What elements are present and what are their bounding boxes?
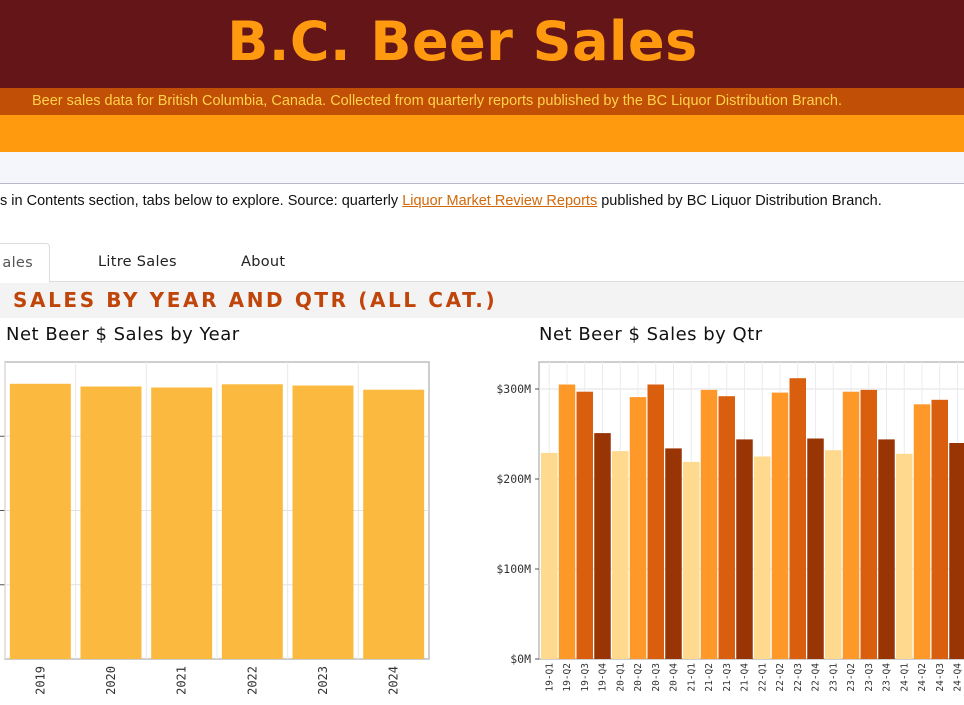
- qtr-y-tick-label: $300M: [496, 382, 531, 396]
- qtr-x-tick-label: 20-Q2: [633, 663, 644, 692]
- qtr-bar-22-Q2: [771, 392, 789, 659]
- qtr-x-tick-label: 23-Q2: [846, 663, 857, 692]
- liquor-market-review-link[interactable]: Liquor Market Review Reports: [402, 193, 598, 209]
- qtr-x-tick-label: 19-Q1: [544, 663, 555, 692]
- year-x-tick-label: 2019: [33, 666, 47, 695]
- year-x-tick-label: 2022: [245, 666, 259, 695]
- qtr-x-tick-label: 23-Q4: [882, 663, 893, 692]
- qtr-bar-21-Q2: [700, 389, 718, 659]
- year-chart-title: Net Beer $ Sales by Year: [6, 324, 240, 345]
- qtr-x-tick-label: 21-Q3: [722, 663, 733, 692]
- qtr-x-tick-label: 21-Q2: [704, 663, 715, 692]
- year-bar-2022: [221, 384, 283, 659]
- year-bar-2021: [151, 387, 213, 659]
- qtr-chart: $0M $100M $200M $300M 19-Q1 19-Q2 19-Q3 19-Q4 20…: [496, 361, 964, 692]
- tab-about-label: About: [241, 254, 286, 270]
- year-bar-2023: [292, 385, 354, 659]
- section-title: SALES BY YEAR AND QTR (ALL CAT.): [13, 288, 498, 312]
- qtr-x-tick-label: 22-Q2: [775, 663, 786, 692]
- qtr-bar-19-Q4: [594, 433, 611, 659]
- qtr-x-tick-label: 22-Q1: [757, 663, 768, 692]
- tab-sales-label: ales: [2, 255, 33, 271]
- qtr-bar-24-Q4: [949, 443, 964, 659]
- qtr-x-tick-label: 19-Q4: [598, 663, 609, 692]
- year-x-tick-label: 2023: [316, 666, 330, 695]
- qtr-bar-23-Q4: [878, 439, 895, 659]
- qtr-bar-22-Q1: [754, 456, 771, 659]
- qtr-bar-21-Q4: [736, 439, 753, 659]
- tabs-divider: [0, 281, 964, 282]
- section-header: SALES BY YEAR AND QTR (ALL CAT.): [0, 282, 964, 318]
- qtr-y-tick-label: $0M: [510, 652, 531, 666]
- qtr-bar-19-Q3: [576, 391, 593, 659]
- qtr-x-tick-label: 22-Q3: [793, 663, 804, 692]
- qtr-bar-22-Q3: [789, 378, 806, 659]
- qtr-x-tick-label: 24-Q1: [899, 663, 910, 692]
- year-bar-2024: [363, 389, 425, 659]
- qtr-x-tick-label: 23-Q3: [864, 663, 875, 692]
- qtr-x-tick-label: 24-Q2: [917, 663, 928, 692]
- qtr-bar-19-Q2: [558, 384, 576, 659]
- orange-band: [0, 115, 964, 152]
- qtr-chart-title: Net Beer $ Sales by Qtr: [539, 324, 763, 345]
- tab-sales[interactable]: ales: [0, 243, 50, 283]
- qtr-x-tick-label: 21-Q1: [686, 663, 697, 692]
- qtr-y-tick-label: $200M: [496, 472, 531, 486]
- year-x-tick-label: 2021: [175, 666, 189, 695]
- qtr-bar-19-Q1: [541, 452, 558, 659]
- qtr-x-tick-label: 20-Q3: [651, 663, 662, 692]
- subtitle-band: Beer sales data for British Columbia, Ca…: [0, 88, 964, 115]
- qtr-x-tick-label: 24-Q4: [953, 663, 964, 692]
- qtr-bar-23-Q2: [842, 391, 860, 659]
- tab-litre-sales-label: Litre Sales: [98, 254, 177, 270]
- site-subtitle: Beer sales data for British Columbia, Ca…: [32, 93, 842, 109]
- qtr-bar-23-Q3: [860, 389, 877, 659]
- qtr-y-tick-label: $100M: [496, 562, 531, 576]
- intro-text: s in Contents section, tabs below to exp…: [0, 193, 882, 210]
- intro-after: published by BC Liquor Distribution Bran…: [597, 193, 882, 209]
- qtr-bar-20-Q3: [647, 384, 664, 659]
- year-x-tick-label: 2024: [387, 666, 401, 695]
- qtr-x-tick-label: 20-Q1: [615, 663, 626, 692]
- site-header: B.C. Beer Sales: [0, 0, 964, 88]
- qtr-x-tick-label: 21-Q4: [740, 663, 751, 692]
- intro-before: s in Contents section, tabs below to exp…: [0, 193, 403, 209]
- qtr-bar-24-Q1: [896, 453, 913, 659]
- year-bar-2019: [9, 383, 71, 659]
- qtr-bar-20-Q4: [665, 448, 682, 659]
- qtr-x-tick-label: 19-Q2: [562, 663, 573, 692]
- qtr-bar-24-Q3: [931, 399, 948, 659]
- qtr-bar-21-Q1: [683, 461, 700, 659]
- qtr-bar-20-Q2: [629, 397, 647, 659]
- qtr-x-tick-label: 22-Q4: [811, 663, 822, 692]
- qtr-x-tick-label: 24-Q3: [935, 663, 946, 692]
- year-bar-2020: [80, 386, 142, 659]
- tab-litre-sales[interactable]: Litre Sales: [98, 243, 177, 281]
- qtr-bar-20-Q1: [612, 451, 629, 659]
- site-title: B.C. Beer Sales: [227, 10, 698, 73]
- qtr-bar-21-Q3: [718, 396, 735, 659]
- qtr-x-tick-label: 19-Q3: [580, 663, 591, 692]
- year-x-tick-label: 2020: [104, 666, 118, 695]
- qtr-x-tick-label: 20-Q4: [669, 663, 680, 692]
- tab-about[interactable]: About: [241, 243, 285, 281]
- qtr-x-tick-label: 23-Q1: [828, 663, 839, 692]
- qtr-bar-23-Q1: [825, 450, 842, 659]
- qtr-bar-22-Q4: [807, 438, 824, 659]
- nav-band: [0, 152, 964, 184]
- qtr-bar-24-Q2: [913, 404, 931, 659]
- year-chart: 2019 2020 2021 2022 2023 2024: [0, 361, 430, 695]
